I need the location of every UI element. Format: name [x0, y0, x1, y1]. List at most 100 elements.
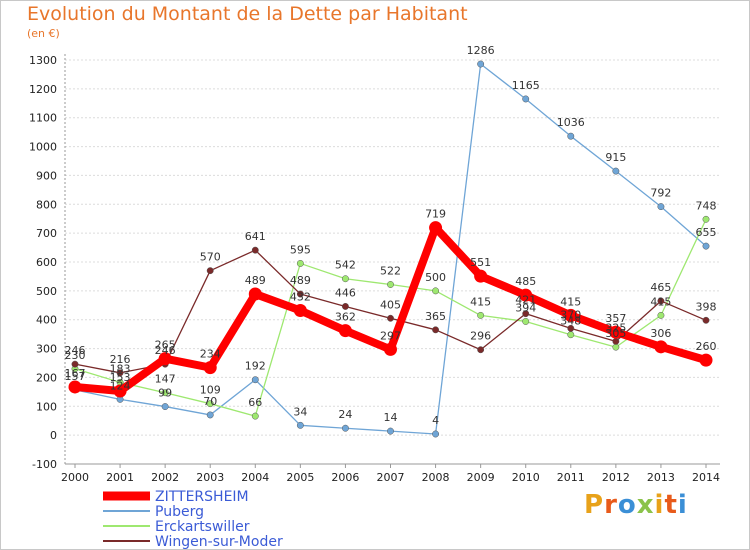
data-point: [293, 303, 307, 317]
data-point: [387, 314, 394, 322]
data-label: 265: [155, 339, 176, 352]
data-point: [429, 221, 443, 235]
data-label: 465: [650, 281, 671, 294]
data-label: 370: [560, 308, 581, 321]
data-label: 157: [65, 370, 86, 383]
data-point: [609, 325, 623, 339]
data-point: [432, 430, 440, 438]
x-tick-label: 2014: [692, 471, 720, 484]
data-label: 34: [293, 405, 307, 418]
data-label: 398: [696, 300, 717, 313]
data-label: 167: [65, 367, 86, 380]
data-label: 792: [650, 187, 671, 200]
y-tick-label: 1200: [29, 83, 57, 96]
data-label: 297: [380, 329, 401, 342]
data-label: 147: [155, 373, 176, 386]
data-point: [296, 259, 304, 267]
data-label: 415: [560, 295, 581, 308]
data-point: [567, 132, 575, 140]
x-tick-label: 2008: [422, 471, 450, 484]
data-label: 362: [335, 311, 356, 324]
x-tick-label: 2011: [557, 471, 585, 484]
x-tick-label: 2002: [151, 471, 179, 484]
data-label: 415: [470, 295, 491, 308]
data-label: 446: [335, 286, 356, 299]
data-label: 192: [245, 360, 266, 373]
logo-letter: P: [584, 490, 605, 520]
data-label: 183: [110, 362, 131, 375]
x-tick-label: 2012: [602, 471, 630, 484]
data-point: [612, 343, 620, 351]
data-labels: 157 124 99 70 192 34 24 14 4 1286 1165 1036 915 792 65…: [65, 44, 717, 427]
data-label: 124: [110, 379, 131, 392]
data-point: [71, 360, 79, 368]
data-point: [296, 421, 304, 429]
data-label: 246: [155, 344, 176, 357]
data-point: [612, 167, 620, 175]
data-point: [474, 269, 488, 283]
y-tick-label: 1100: [29, 112, 57, 125]
data-point: [564, 308, 578, 322]
data-point: [432, 326, 440, 334]
data-label: 24: [338, 408, 352, 421]
data-label: 14: [384, 411, 398, 424]
y-tick-label: 100: [36, 400, 57, 413]
data-label: 66: [248, 396, 262, 409]
data-label: 551: [470, 256, 491, 269]
y-tick-label: 0: [50, 429, 57, 442]
data-label: 748: [696, 199, 717, 212]
data-point: [161, 403, 169, 411]
chart-title: Evolution du Montant de la Dette par Hab…: [27, 3, 468, 25]
data-label: 99: [158, 387, 172, 400]
data-point: [432, 287, 440, 295]
data-label: 1165: [512, 79, 540, 92]
data-point: [161, 389, 169, 397]
legend-label: ZITTERSHEIM: [155, 489, 249, 505]
data-label: 305: [605, 327, 626, 340]
data-point: [341, 302, 349, 310]
data-point: [477, 60, 485, 68]
y-tick-label: 300: [36, 343, 57, 356]
data-label: 394: [515, 301, 536, 314]
proxiti-logo: Proxiti: [584, 490, 688, 520]
y-tick-label: 200: [36, 371, 57, 384]
data-label: 153: [110, 371, 131, 384]
data-point: [654, 340, 668, 354]
data-point: [158, 352, 172, 366]
data-point: [203, 361, 217, 375]
data-point: [387, 281, 394, 288]
legend: ZITTERSHEIMPubergErckartswillerWingen-su…: [103, 489, 283, 550]
data-label: 542: [335, 259, 356, 272]
data-label: 485: [515, 275, 536, 288]
data-label: 522: [380, 265, 401, 278]
data-point: [68, 380, 82, 394]
legend-label: Wingen-sur-Moder: [155, 534, 283, 550]
data-label: 415: [650, 295, 671, 308]
data-point: [341, 275, 349, 283]
x-tick-label: 2010: [512, 471, 540, 484]
data-point: [206, 267, 214, 275]
data-point: [251, 246, 259, 254]
data-point: [387, 427, 394, 435]
data-label: 4: [432, 414, 439, 427]
data-label: 348: [560, 315, 581, 328]
chart-subtitle: (en €): [27, 27, 60, 40]
data-label: 570: [200, 251, 221, 264]
data-label: 489: [245, 274, 266, 287]
data-label: 260: [696, 340, 717, 353]
data-point: [477, 311, 485, 319]
data-point: [702, 242, 710, 250]
data-point: [699, 353, 713, 367]
data-point: [116, 369, 124, 377]
data-point: [251, 412, 259, 420]
data-label: 296: [470, 330, 491, 343]
y-tick-label: 500: [36, 285, 57, 298]
logo-letter: r: [604, 490, 618, 520]
data-point: [206, 411, 214, 419]
x-tick-label: 2013: [647, 471, 675, 484]
data-label: 109: [200, 384, 221, 397]
grid: [65, 59, 720, 465]
y-tick-label: 1000: [29, 141, 57, 154]
